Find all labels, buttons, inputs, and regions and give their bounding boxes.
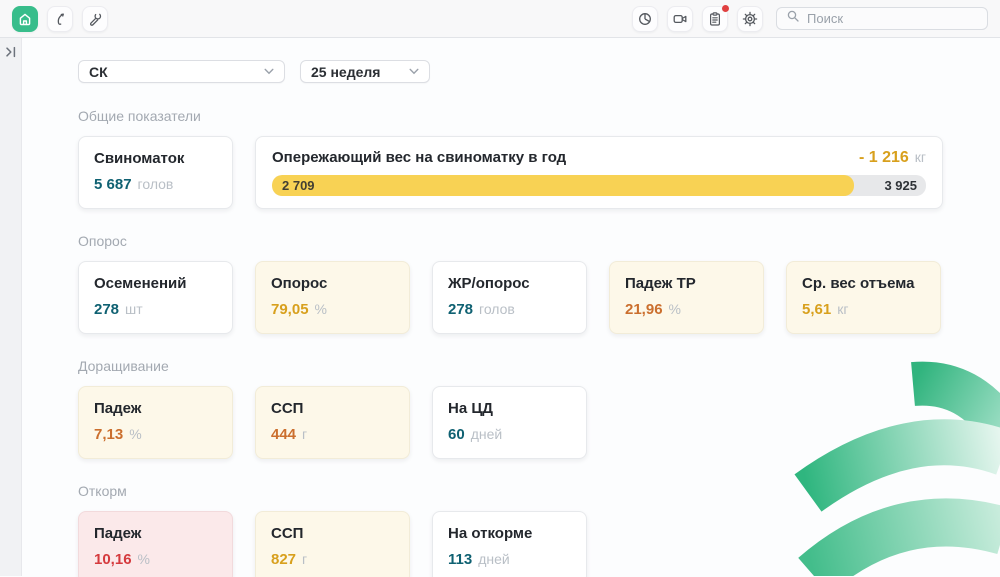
- kpi-card: Падеж ТР 21,96%: [609, 261, 764, 334]
- home-icon: [17, 11, 33, 27]
- pie-chart-button[interactable]: [632, 5, 658, 32]
- week-select-value: 25 неделя: [311, 63, 381, 80]
- curved-hook-button[interactable]: [47, 5, 73, 32]
- search-input[interactable]: [807, 11, 978, 26]
- kpi-unit: %: [314, 301, 327, 317]
- kpi-value: 278: [448, 301, 474, 318]
- kpi-value: 10,16: [94, 551, 132, 568]
- section-label-rearing: Доращивание: [78, 358, 169, 374]
- wrench-icon: [87, 11, 103, 27]
- kpi-unit: г: [302, 551, 308, 567]
- notification-badge: [721, 3, 730, 13]
- kpi-value: 79,05: [271, 301, 309, 318]
- kpi-value: 21,96: [625, 301, 663, 318]
- gear-icon: [742, 11, 758, 27]
- rearing-row: Падеж 7,13% ССП 444 г На ЦД 60 дней: [78, 386, 943, 459]
- topbar-right: [632, 3, 988, 32]
- progress-card: Опережающий вес на свиноматку в год - 1 …: [255, 136, 943, 209]
- settings-button[interactable]: [737, 5, 763, 32]
- kpi-value: 5,61: [802, 301, 832, 318]
- section-label-farrowing: Опорос: [78, 233, 127, 249]
- kpi-card: ССП 827 г: [255, 511, 410, 577]
- topbar-left: [12, 5, 108, 32]
- farrowing-row: Осеменений 278 шт Опорос 79,05% ЖР/опорос…: [78, 261, 943, 334]
- progress-target-value: 3 925: [884, 178, 917, 193]
- kpi-card: Осеменений 278 шт: [78, 261, 233, 334]
- kpi-unit: кг: [837, 301, 849, 317]
- video-camera-button[interactable]: [667, 5, 693, 32]
- section-label-fattening: Откорм: [78, 483, 127, 499]
- kpi-card-sows: Свиноматок 5 687 голов: [78, 136, 233, 209]
- kpi-value: 60: [448, 426, 465, 443]
- complex-select-value: СК: [89, 63, 108, 80]
- kpi-value: 444: [271, 426, 297, 443]
- pie-chart-icon: [637, 11, 653, 27]
- general-row: Свиноматок 5 687 голов Опережающий вес н…: [78, 136, 943, 209]
- sidebar-rail: [0, 38, 22, 576]
- kpi-card: ССП 444 г: [255, 386, 410, 459]
- chevron-down-icon: [409, 68, 419, 75]
- kpi-card: На ЦД 60 дней: [432, 386, 587, 459]
- complex-select[interactable]: СК: [78, 60, 285, 83]
- search-box[interactable]: [776, 7, 988, 30]
- kpi-card: Ср. вес отъема 5,61 кг: [786, 261, 941, 334]
- curved-hook-icon: [52, 11, 68, 27]
- filters-row: СК 25 неделя: [78, 60, 943, 83]
- kpi-value: 278: [94, 301, 120, 318]
- week-select[interactable]: 25 неделя: [300, 60, 430, 83]
- kpi-card: Опорос 79,05%: [255, 261, 410, 334]
- progress-bar: 2 709 3 925: [272, 175, 926, 196]
- kpi-unit: голов: [137, 176, 174, 192]
- kpi-value: 827: [271, 551, 297, 568]
- reports-button[interactable]: [702, 3, 730, 32]
- kpi-unit: %: [668, 301, 681, 317]
- search-icon: [786, 9, 800, 28]
- video-camera-icon: [672, 11, 688, 27]
- section-label-general: Общие показатели: [78, 108, 201, 124]
- expand-panel-icon: [5, 46, 15, 58]
- kpi-value: 7,13: [94, 426, 124, 443]
- clipboard-icon: [707, 11, 723, 27]
- progress-current-value: 2 709: [282, 178, 315, 193]
- kpi-unit: г: [302, 426, 308, 442]
- kpi-card: Падеж 7,13%: [78, 386, 233, 459]
- kpi-unit: %: [137, 551, 150, 567]
- kpi-unit: дней: [470, 426, 503, 442]
- dashboard: СК 25 неделя Общие показатели Свиноматок…: [22, 38, 1000, 577]
- kpi-unit: дней: [478, 551, 510, 567]
- kpi-unit: %: [129, 426, 142, 442]
- progress-delta-value: - 1 216: [858, 149, 909, 166]
- kpi-value: 5 687: [94, 176, 132, 193]
- kpi-unit: голов: [479, 301, 515, 317]
- kpi-card: На откорме 113 дней: [432, 511, 587, 577]
- topbar: [0, 0, 1000, 38]
- chevron-down-icon: [264, 68, 274, 75]
- progress-delta-unit: кг: [914, 149, 926, 165]
- wrench-button[interactable]: [82, 5, 108, 32]
- expand-sidebar-button[interactable]: [3, 45, 19, 61]
- kpi-card: Падеж 10,16%: [78, 511, 233, 577]
- kpi-unit: шт: [125, 301, 143, 317]
- kpi-card: ЖР/опорос 278 голов: [432, 261, 587, 334]
- progress-bar-fill: 2 709: [272, 175, 855, 196]
- home-button[interactable]: [12, 5, 38, 32]
- kpi-value: 113: [448, 551, 473, 568]
- fattening-row: Падеж 10,16% ССП 827 г На откорме 113 дней: [78, 511, 943, 577]
- progress-card-title: Опережающий вес на свиноматку в год: [272, 149, 567, 166]
